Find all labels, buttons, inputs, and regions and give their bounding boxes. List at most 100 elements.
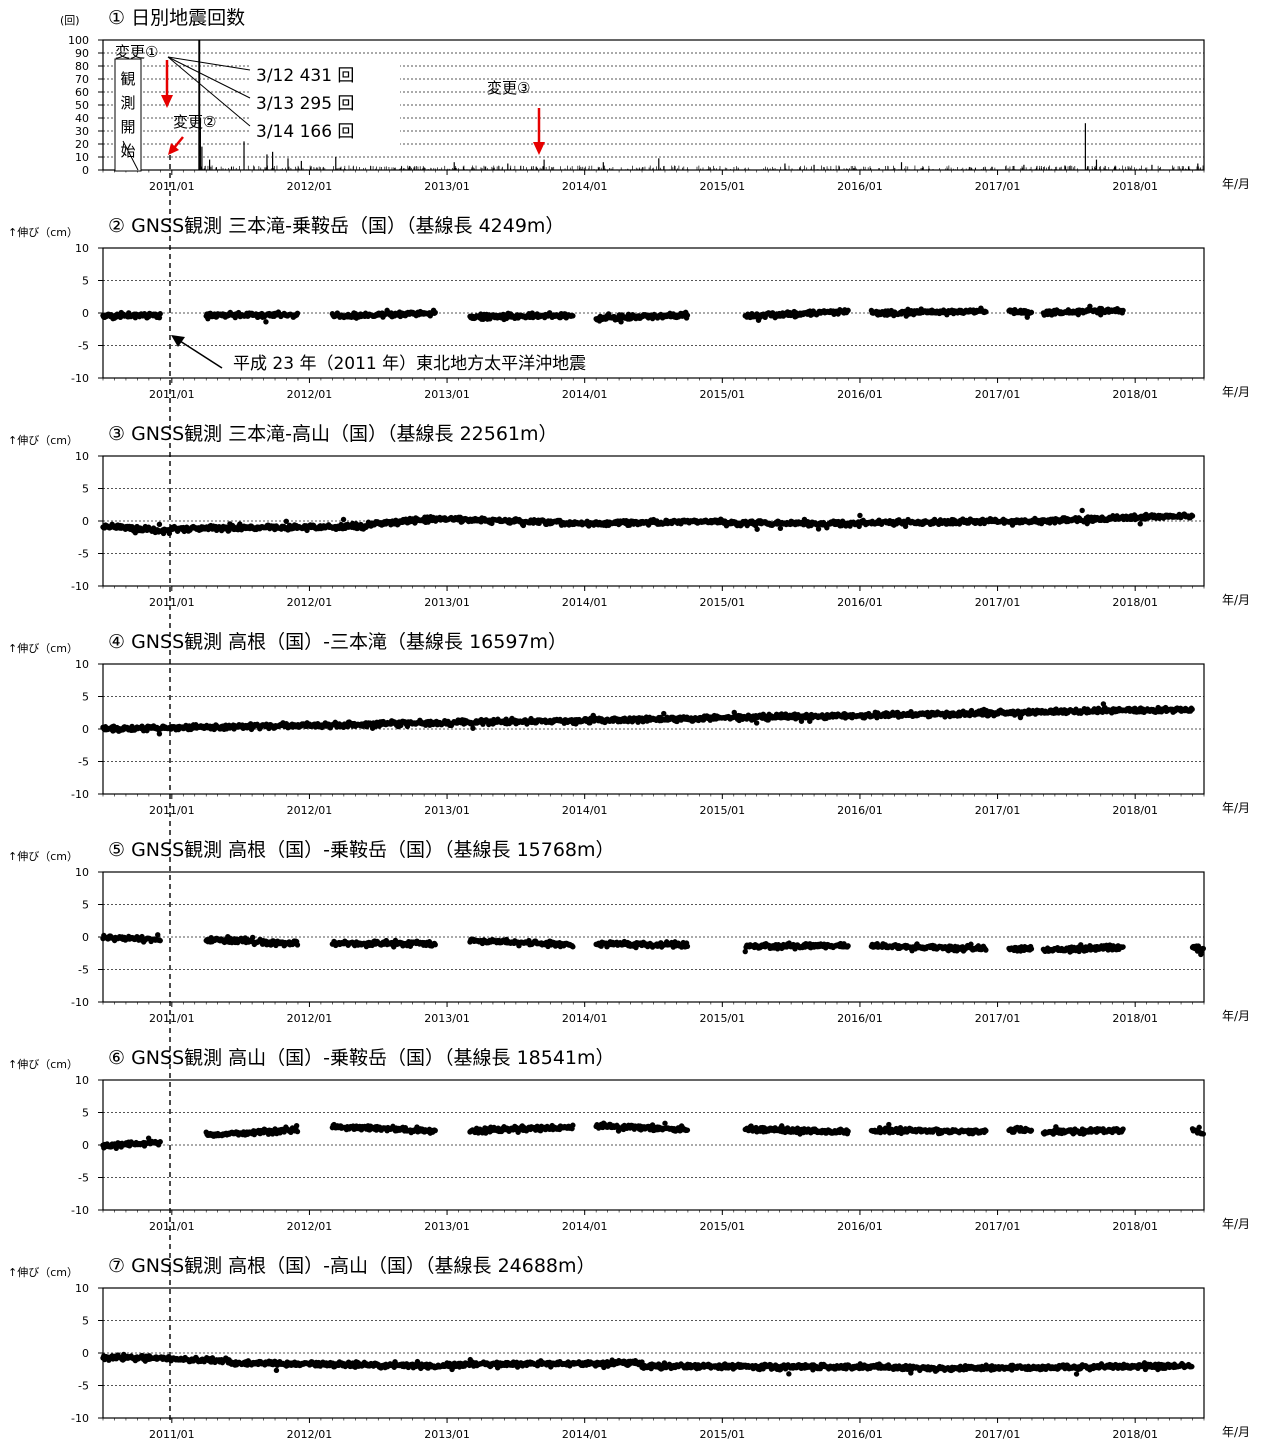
- y-tick-label: 70: [75, 73, 89, 86]
- y-tick-label: 40: [75, 112, 89, 125]
- x-tick-label: 2016/01: [837, 388, 883, 401]
- chart-2: ② GNSS観測 三本滝-乗鞍岳（国）（基線長 4249m） ↑伸び（cm） -10…: [8, 215, 1250, 401]
- y-tick-label: 50: [75, 99, 89, 112]
- x-tick-label: 2013/01: [424, 1012, 470, 1025]
- x-tick-label: 2017/01: [975, 180, 1021, 193]
- data-point: [777, 525, 784, 531]
- data-point: [845, 307, 851, 314]
- data-point: [340, 516, 347, 523]
- x-tick-label: 2013/01: [424, 804, 470, 817]
- y-tick-label: 0: [82, 723, 89, 736]
- y-axis-label: ↑伸び（cm）: [8, 226, 78, 239]
- x-tick-label: 2012/01: [287, 596, 333, 609]
- x-tick-label: 2014/01: [562, 804, 608, 817]
- data-point: [983, 309, 989, 315]
- y-tick-label: 0: [82, 164, 89, 177]
- x-tick-label: 2017/01: [975, 1012, 1021, 1025]
- y-tick-label: 30: [75, 125, 89, 138]
- data-point: [157, 311, 163, 317]
- x-axis-label: 年/月: [1222, 593, 1250, 607]
- x-tick-label: 2012/01: [287, 388, 333, 401]
- x-tick-label: 2015/01: [699, 804, 745, 817]
- data-point: [1079, 507, 1085, 514]
- x-tick-label: 2018/01: [1112, 180, 1158, 193]
- x-tick-label: 2015/01: [699, 180, 745, 193]
- y-tick-label: -10: [71, 580, 89, 593]
- x-axis-label: 年/月: [1222, 177, 1250, 191]
- y-tick-label: -10: [71, 372, 89, 385]
- chart-title: ② GNSS観測 三本滝-乗鞍岳（国）（基線長 4249m）: [108, 215, 564, 237]
- plot-frame: [102, 455, 1205, 587]
- chart-5: ⑤ GNSS観測 高根（国）-乗鞍岳（国）（基線長 15768m） ↑伸び（cm）…: [8, 839, 1250, 1025]
- y-tick-label: -10: [71, 788, 89, 801]
- data-point: [618, 319, 624, 325]
- y-tick-label: -5: [78, 756, 89, 769]
- x-tick-label: 2014/01: [562, 388, 608, 401]
- x-tick-label: 2015/01: [699, 596, 745, 609]
- x-axis-label: 年/月: [1222, 385, 1250, 399]
- data-point: [857, 512, 863, 519]
- data-point: [1120, 307, 1126, 314]
- chart-3: ③ GNSS観測 三本滝-高山（国）（基線長 22561m） ↑伸び（cm） -10…: [8, 423, 1250, 609]
- data-point: [283, 518, 289, 525]
- x-tick-label: 2012/01: [287, 1012, 333, 1025]
- y-axis-label: ↑伸び（cm）: [8, 850, 78, 863]
- y-tick-label: 20: [75, 138, 89, 151]
- x-tick-label: 2016/01: [837, 180, 883, 193]
- data-point: [470, 725, 476, 731]
- x-tick-label: 2014/01: [562, 1012, 608, 1025]
- data-point: [1028, 309, 1035, 316]
- y-tick-label: 10: [75, 151, 89, 164]
- data-point: [155, 932, 161, 938]
- chart-title: ① 日別地震回数: [108, 7, 245, 29]
- y-tick-label: 10: [75, 658, 89, 671]
- x-tick-label: 2016/01: [837, 596, 883, 609]
- y-tick-label: -10: [71, 996, 89, 1009]
- x-tick-label: 2011/01: [149, 804, 195, 817]
- x-tick-label: 2015/01: [699, 388, 745, 401]
- y-axis-label: ↑伸び（cm）: [8, 434, 78, 447]
- chart-title: ④ GNSS観測 高根（国）-三本滝（基線長 16597m）: [108, 631, 567, 653]
- y-tick-label: 5: [82, 691, 89, 704]
- y-axis-label: ↑伸び（cm）: [8, 642, 78, 655]
- data-point: [432, 309, 438, 316]
- chart-title: ⑤ GNSS観測 高根（国）-乗鞍岳（国）（基線長 15768m）: [108, 839, 615, 861]
- data-point: [798, 718, 805, 724]
- x-tick-label: 2017/01: [975, 388, 1021, 401]
- y-tick-label: -5: [78, 548, 89, 561]
- y-tick-label: 0: [82, 515, 89, 528]
- data-point: [156, 731, 163, 737]
- data-point: [1189, 513, 1196, 519]
- data-point: [753, 720, 760, 726]
- y-tick-label: 60: [75, 86, 89, 99]
- x-tick-label: 2011/01: [149, 1012, 195, 1025]
- y-tick-label: 100: [68, 34, 89, 47]
- chart-4: ④ GNSS観測 高根（国）-三本滝（基線長 16597m） ↑伸び（cm） -10…: [8, 631, 1250, 817]
- y-tick-label: 5: [82, 483, 89, 496]
- y-axis-unit: (回): [60, 14, 80, 27]
- x-tick-label: 2012/01: [287, 180, 333, 193]
- x-tick-label: 2018/01: [1112, 596, 1158, 609]
- y-tick-label: -5: [78, 964, 89, 977]
- x-tick-label: 2011/01: [149, 388, 195, 401]
- x-tick-label: 2018/01: [1112, 388, 1158, 401]
- data-point: [263, 319, 269, 325]
- x-tick-label: 2013/01: [424, 180, 470, 193]
- data-point: [156, 521, 163, 528]
- y-tick-label: 10: [75, 450, 89, 463]
- x-tick-label: 2011/01: [149, 596, 195, 609]
- data-point: [294, 310, 301, 316]
- x-tick-label: 2011/01: [149, 180, 195, 193]
- data-point: [570, 313, 576, 319]
- data-point: [157, 937, 163, 944]
- data-point: [754, 526, 760, 532]
- data-point: [815, 526, 822, 532]
- x-tick-label: 2013/01: [424, 388, 470, 401]
- data-point: [404, 723, 411, 730]
- x-tick-label: 2015/01: [699, 1012, 745, 1025]
- y-tick-label: 10: [75, 242, 89, 255]
- data-point: [684, 312, 691, 318]
- y-tick-label: 90: [75, 47, 89, 60]
